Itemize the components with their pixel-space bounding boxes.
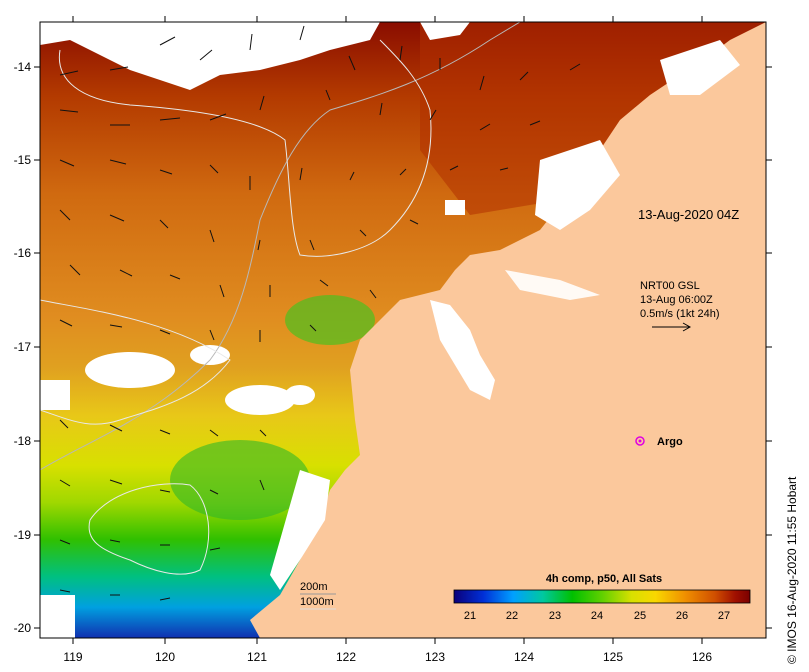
colorbar-tick: 24 <box>591 610 603 622</box>
currents-scale: 0.5m/s (1kt 24h) <box>640 308 719 320</box>
x-axis-labels: 119 120 121 122 123 124 125 126 <box>63 650 712 664</box>
plot-frame <box>39 21 767 639</box>
currents-source: NRT00 GSL <box>640 280 700 292</box>
y-tick-label: -14 <box>14 60 32 74</box>
currents-legend: NRT00 GSL 13-Aug 06:00Z 0.5m/s (1kt 24h) <box>640 280 719 332</box>
y-axis-labels: -14 -15 -16 -17 -18 -19 -20 <box>14 60 32 635</box>
colorbar-ramp <box>453 589 751 604</box>
argo-marker <box>635 436 645 446</box>
depth-legend-200m: 200m <box>300 581 328 593</box>
colorbar-tick: 23 <box>549 610 561 622</box>
y-tick-label: -18 <box>14 434 32 448</box>
colorbar-tick: 27 <box>718 610 730 622</box>
axis-ticks <box>34 16 772 644</box>
x-tick-label: 119 <box>63 650 82 664</box>
y-tick-label: -15 <box>14 153 32 167</box>
depth-legend-1000m: 1000m <box>300 596 334 608</box>
x-tick-label: 120 <box>155 650 175 664</box>
x-tick-label: 122 <box>336 650 356 664</box>
y-tick-label: -16 <box>14 246 32 260</box>
scale-arrow-icon <box>652 322 692 332</box>
x-tick-label: 125 <box>603 650 623 664</box>
colorbar: 4h comp, p50, All Sats 21 22 23 24 25 26… <box>453 573 751 622</box>
colorbar-tick: 25 <box>634 610 646 622</box>
currents-time: 13-Aug 06:00Z <box>640 294 713 306</box>
map-plot-area <box>40 22 766 638</box>
colorbar-tick: 21 <box>464 610 476 622</box>
x-tick-label: 124 <box>514 650 534 664</box>
colorbar-tick: 22 <box>506 610 518 622</box>
current-vectors <box>59 25 581 601</box>
x-tick-label: 126 <box>692 650 712 664</box>
depth-legend: 200m 1000m <box>300 581 336 610</box>
x-tick-label: 121 <box>247 650 267 664</box>
y-tick-label: -17 <box>14 340 32 354</box>
bathymetry-contours <box>40 22 521 575</box>
cloud-patches <box>40 22 740 638</box>
y-tick-label: -19 <box>14 528 32 542</box>
colorbar-title: 4h comp, p50, All Sats <box>546 573 662 585</box>
land-mass <box>250 22 766 638</box>
y-tick-label: -20 <box>14 621 32 635</box>
timestamp-label: 13-Aug-2020 04Z <box>638 207 739 222</box>
argo-label: Argo <box>657 436 683 448</box>
x-tick-label: 123 <box>425 650 445 664</box>
credit-text: © IMOS 16-Aug-2020 11:55 Hobart <box>785 476 799 664</box>
colorbar-tick: 26 <box>676 610 688 622</box>
